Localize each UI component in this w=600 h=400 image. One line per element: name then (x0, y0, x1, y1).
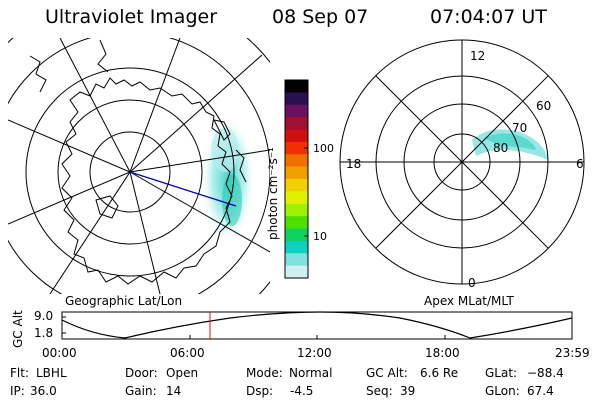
colorbar-band (285, 179, 308, 192)
door-value: Open (166, 366, 199, 380)
altitude-plot: GC Alt 9.0 1.8 00:00 06:00 12:00 18:00 2… (11, 309, 590, 360)
colorbar-band (285, 216, 308, 229)
ip-value: 36.0 (30, 384, 57, 398)
glat-label: GLat: (485, 366, 518, 380)
mlat-label-70: 70 (512, 121, 527, 135)
mode-value: Normal (289, 366, 333, 380)
colorbar-unit-label: photon cm⁻²s⁻¹ (266, 147, 280, 240)
colorbar-frame (284, 79, 309, 279)
filter-label: Flt: (10, 366, 29, 380)
instrument-title: Ultraviolet Imager (45, 6, 218, 28)
colorbar-band (285, 253, 308, 267)
glat-value: −88.4 (527, 366, 564, 380)
gain-label: Gain: (125, 384, 157, 398)
colorbar-band (285, 154, 308, 168)
colorbar-band (285, 265, 308, 279)
altitude-xtick-0000: 00:00 (42, 346, 77, 360)
altitude-xtick-0600: 06:00 (170, 346, 205, 360)
dsp-label: Dsp: (246, 384, 274, 398)
altitude-ytick-1-8: 1.8 (34, 326, 53, 340)
altitude-xtick-1200: 12:00 (297, 346, 332, 360)
filter-value: LBHL (36, 366, 67, 380)
colorbar-band (285, 228, 308, 242)
mlt-label-12: 12 (470, 49, 485, 63)
mlt-label-18: 18 (346, 157, 361, 171)
colorbar-band (285, 141, 308, 155)
dsp-value: -4.5 (290, 384, 314, 398)
gcalt-label: GC Alt: (366, 366, 408, 380)
colorbar-tick-10: 10 (313, 230, 327, 243)
colorbar-tick-100: 100 (313, 142, 334, 155)
mode-label: Mode: (246, 366, 283, 380)
date-label: 08 Sep 07 (272, 6, 369, 28)
right-map-caption: Apex MLat/MLT (424, 294, 514, 308)
seq-label: Seq: (366, 384, 393, 398)
colorbar-band (285, 80, 308, 93)
altitude-ytick-9: 9.0 (34, 309, 53, 323)
colorbar-band (285, 104, 308, 118)
mlat-label-60: 60 (536, 99, 551, 113)
gcalt-value: 6.6 Re (420, 366, 459, 380)
geographic-map (8, 38, 270, 294)
gain-value: 14 (166, 384, 182, 398)
left-map-caption: Geographic Lat/Lon (65, 294, 182, 308)
glon-value: 67.4 (527, 384, 554, 398)
colorbar-band (285, 129, 308, 143)
colorbar (285, 80, 308, 279)
colorbar-band (285, 92, 308, 106)
door-label: Door: (125, 366, 158, 380)
altitude-xtick-1800: 18:00 (425, 346, 460, 360)
ip-label: IP: (10, 384, 25, 398)
mlt-label-0: 0 (468, 276, 476, 290)
colorbar-band (285, 203, 308, 217)
glon-label: GLon: (485, 384, 520, 398)
altitude-xtick-2359: 23:59 (555, 346, 590, 360)
apex-polar-map: 12 6 0 18 60 70 80 (339, 39, 585, 290)
colorbar-band (285, 117, 308, 130)
time-label: 07:04:07 UT (430, 6, 547, 28)
mlat-label-80: 80 (493, 141, 508, 155)
aurora-emission-left (202, 118, 254, 242)
altitude-ylabel: GC Alt (11, 310, 25, 348)
colorbar-band (285, 191, 308, 205)
colorbar-band (285, 166, 308, 180)
mlt-label-6: 6 (576, 157, 584, 171)
colorbar-band (285, 240, 308, 254)
seq-value: 39 (400, 384, 416, 398)
altitude-curve (61, 311, 573, 339)
